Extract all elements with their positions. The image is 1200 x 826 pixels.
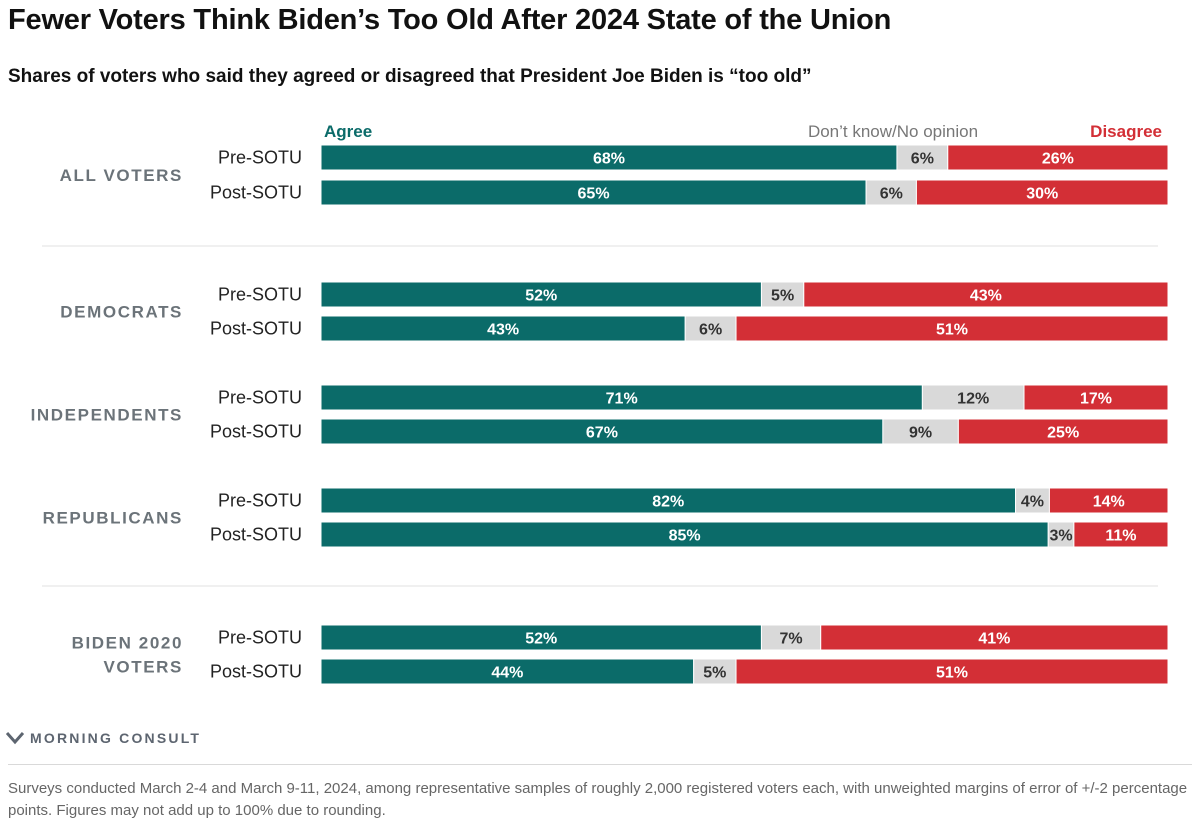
bar-segment — [1048, 487, 1169, 514]
data-label: 52% — [525, 288, 557, 305]
footnote: Surveys conducted March 2-4 and March 9-… — [8, 780, 1188, 819]
data-label: 65% — [578, 186, 610, 203]
legend-disagree: Disagree — [1090, 122, 1162, 141]
bar-segment — [1047, 521, 1075, 548]
group-label: VOTERS — [103, 658, 183, 677]
data-label: 67% — [586, 425, 618, 442]
data-label: 68% — [593, 151, 625, 168]
row-label: Pre-SOTU — [218, 148, 302, 168]
data-label: 25% — [1047, 425, 1079, 442]
data-label: 14% — [1093, 494, 1125, 511]
data-label: 17% — [1080, 391, 1112, 408]
bar-segment — [865, 179, 917, 206]
bar-segment — [896, 144, 949, 171]
legend-dont-know: Don’t know/No opinion — [808, 122, 978, 141]
data-label: 12% — [957, 391, 989, 408]
data-label: 51% — [936, 322, 968, 339]
bar-segment — [760, 624, 822, 651]
row-label: Post-SOTU — [210, 319, 302, 339]
data-label: 44% — [491, 665, 523, 682]
data-label: 7% — [780, 631, 803, 648]
row-label: Post-SOTU — [210, 422, 302, 442]
bar-segment — [320, 384, 923, 411]
bar-segment — [1073, 521, 1169, 548]
group-label: INDEPENDENTS — [31, 406, 183, 425]
row-label: Pre-SOTU — [218, 491, 302, 511]
data-label: 9% — [909, 425, 932, 442]
legend-agree: Agree — [324, 122, 372, 141]
data-label: 4% — [1021, 494, 1044, 511]
data-label: 82% — [652, 494, 684, 511]
row-label: Pre-SOTU — [218, 388, 302, 408]
footer-divider — [8, 764, 1192, 765]
data-label: 71% — [606, 391, 638, 408]
bar-segment — [947, 144, 1169, 171]
row-label: Pre-SOTU — [218, 628, 302, 648]
stacked-bar-chart: Agree Don’t know/No opinion Disagree ALL VO… — [31, 122, 1169, 685]
bar-segment — [735, 658, 1169, 685]
row-label: Post-SOTU — [210, 183, 302, 203]
data-label: 26% — [1042, 151, 1074, 168]
bar-segment — [735, 315, 1169, 342]
bar-segment — [320, 418, 884, 445]
bar-segment — [921, 384, 1025, 411]
brand-logo: MORNING CONSULT — [6, 730, 201, 746]
data-label: 3% — [1049, 528, 1072, 545]
bar-segment — [760, 281, 805, 308]
data-label: 43% — [970, 288, 1002, 305]
data-label: 6% — [880, 186, 903, 203]
bar-segment — [320, 658, 695, 685]
bar-segment — [320, 281, 762, 308]
bar-segment — [957, 418, 1169, 445]
data-label: 6% — [911, 151, 934, 168]
row-label: Pre-SOTU — [218, 285, 302, 305]
bar-segment — [320, 624, 762, 651]
data-label: 5% — [771, 288, 794, 305]
data-label: 30% — [1026, 186, 1058, 203]
bar-segment — [1015, 487, 1050, 514]
group-label: REPUBLICANS — [43, 509, 183, 528]
group-label: BIDEN 2020 — [72, 634, 183, 653]
chart-title: Fewer Voters Think Biden’s Too Old After… — [8, 4, 892, 36]
group-label: DEMOCRATS — [60, 303, 183, 322]
bar-segment — [915, 179, 1169, 206]
data-label: 85% — [669, 528, 701, 545]
group-label: ALL VOTERS — [60, 166, 183, 185]
chart-subtitle: Shares of voters who said they agreed or… — [8, 66, 812, 87]
data-label: 5% — [703, 665, 726, 682]
bar-segment — [882, 418, 959, 445]
bar-segment — [1023, 384, 1169, 411]
row-label: Post-SOTU — [210, 525, 302, 545]
data-label: 11% — [1105, 528, 1136, 545]
morning-consult-chevron-icon — [6, 732, 24, 745]
data-label: 51% — [936, 665, 968, 682]
row-label: Post-SOTU — [210, 662, 302, 682]
bar-segment — [820, 624, 1169, 651]
data-label: 6% — [699, 322, 722, 339]
bar-segment — [320, 315, 686, 342]
bar-segment — [803, 281, 1169, 308]
bar-segment — [320, 487, 1017, 514]
data-label: 52% — [525, 631, 557, 648]
data-label: 41% — [978, 631, 1010, 648]
data-label: 43% — [487, 322, 519, 339]
bar-segment — [320, 521, 1049, 548]
brand-name: MORNING CONSULT — [30, 730, 202, 746]
